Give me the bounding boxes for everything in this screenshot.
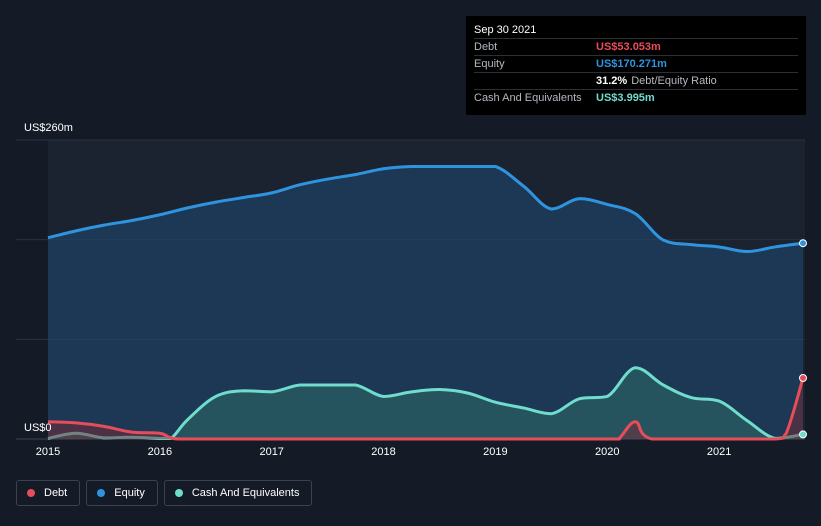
cash-legend-dot-icon [174,489,183,497]
chart-legend: Debt Equity Cash And Equivalents [16,480,318,506]
y-axis-top-label: US$260m [24,122,73,134]
tooltip-equity-value: US$170.271m [596,58,667,70]
x-tick-label: 2020 [595,446,620,458]
equity-line [47,164,804,254]
legend-label-equity: Equity [114,487,145,499]
x-tick-label: 2015 [35,446,61,458]
tooltip-debt-value: US$53.053m [596,41,661,53]
debt-end-marker [799,373,807,382]
equity-end-marker [799,239,807,248]
cash-and-equivalents-end-marker [799,430,807,439]
y-axis-bottom-label: US$0 [24,422,52,434]
legend-item-equity[interactable]: Equity [86,480,158,506]
equity-legend-dot-icon [97,489,106,497]
tooltip-ratio-value: 31.2% [596,75,628,87]
x-tick-label: 2016 [147,446,173,458]
debt-line [47,377,805,441]
tooltip-equity-label: Equity [474,58,505,70]
debt-legend-dot-icon [27,489,35,497]
equity-area [48,166,803,439]
legend-item-cash[interactable]: Cash And Equivalents [163,480,313,506]
tooltip-debt-row: Debt US$53.053m [474,38,798,55]
x-tick-label: 2021 [706,446,732,458]
tooltip-ratio-label: Debt/Equity Ratio [631,75,717,87]
legend-item-debt[interactable]: Debt [16,480,81,506]
x-tick-label: 2017 [259,446,284,458]
cash-and-equivalents-area [48,367,803,439]
legend-label-cash: Cash And Equivalents [191,487,300,499]
tooltip-ratio-spacer [474,73,596,89]
tooltip-cash-label: Cash And Equivalents [474,92,582,104]
tooltip-cash-value: US$3.995m [596,92,655,104]
debt-area [48,377,803,439]
tooltip-panel: Sep 30 2021 Debt US$53.053m Equity US$17… [466,16,806,115]
x-tick-label: 2018 [371,446,396,458]
x-tick-label: 2019 [483,446,508,458]
tooltip-equity-row: Equity US$170.271m [474,55,798,72]
tooltip-debt-label: Debt [474,41,498,53]
tooltip-cash-row: Cash And Equivalents US$3.995m [474,89,798,106]
tooltip-date: Sep 30 2021 [474,24,537,36]
tooltip-ratio-row: 31.2% Debt/Equity Ratio [474,72,798,89]
legend-label-debt: Debt [44,487,68,499]
